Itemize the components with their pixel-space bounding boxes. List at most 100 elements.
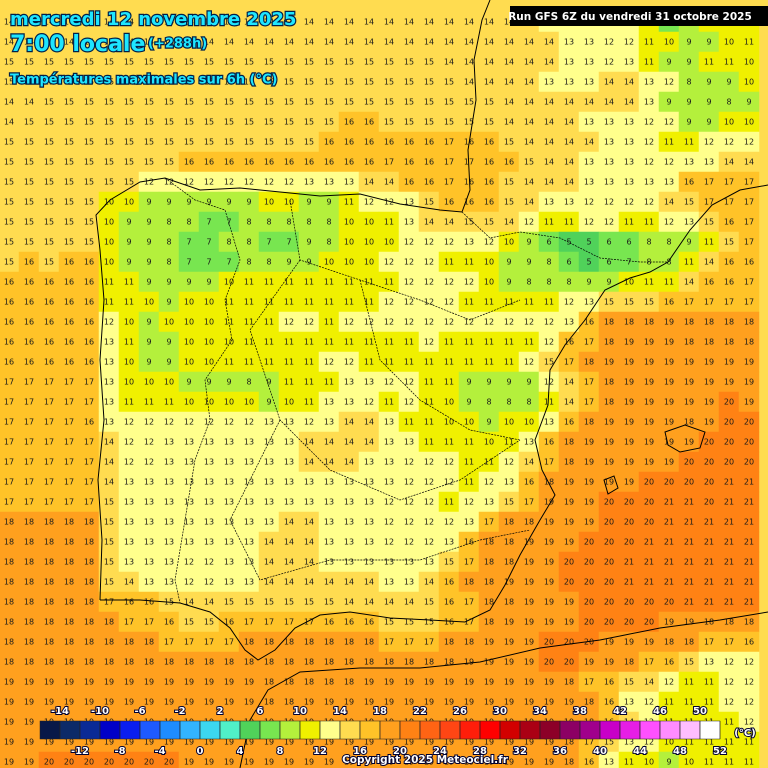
temperature-value: 16 [664,298,674,307]
temperature-value: 8 [166,218,171,227]
temperature-value: 14 [544,178,554,187]
temperature-value: 10 [204,358,214,367]
temperature-value: 10 [164,378,174,387]
temperature-value: 14 [544,118,554,127]
temperature-value: 11 [284,338,294,347]
temperature-value: 17 [44,498,54,507]
temperature-value: 11 [544,298,554,307]
temperature-value: 11 [504,358,514,367]
temperature-value: 19 [624,438,634,447]
temperature-value: 12 [404,398,414,407]
temperature-value: 14 [564,98,574,107]
temperature-value: 13 [264,518,274,527]
temperature-value: 8 [486,398,491,407]
temperature-value: 14 [544,138,554,147]
temperature-value: 12 [404,238,414,247]
temperature-value: 13 [144,478,154,487]
temperature-value: 16 [384,138,394,147]
temperature-value: 15 [24,238,34,247]
temperature-value: 16 [44,338,54,347]
temperature-value: 12 [484,318,494,327]
temperature-value: 15 [344,78,354,87]
temperature-value: 9 [686,38,691,47]
colorbar-swatch [579,720,601,740]
temperature-value: 19 [584,458,594,467]
temperature-value: 9 [686,118,691,127]
temperature-value: 12 [424,458,434,467]
temperature-value: 11 [684,258,694,267]
temperature-value: 19 [164,698,174,707]
temperature-value: 15 [484,118,494,127]
colorbar-swatch [79,720,101,740]
temperature-value: 16 [4,338,14,347]
temperature-value: 18 [404,658,414,667]
temperature-value: 7 [226,258,231,267]
temperature-value: 16 [144,598,154,607]
temperature-value: 11 [444,378,454,387]
colorbar-label: 22 [413,706,427,717]
temperature-value: 11 [344,198,354,207]
temperature-value: 13 [564,198,574,207]
temperature-value: 15 [84,158,94,167]
temperature-value: 16 [84,418,94,427]
temperature-value: 16 [184,158,194,167]
temperature-value: 13 [344,478,354,487]
temperature-value: 8 [686,78,691,87]
temperature-value: 14 [264,558,274,567]
temperature-value: 15 [104,498,114,507]
temperature-value: 16 [224,618,234,627]
temperature-value: 13 [504,478,514,487]
temperature-value: 11 [244,358,254,367]
temperature-value: 16 [4,278,14,287]
temperature-value: 13 [644,178,654,187]
temperature-value: 10 [744,58,754,67]
temperature-value: 14 [384,38,394,47]
temperature-value: 15 [24,218,34,227]
temperature-value: 19 [464,658,474,667]
temperature-value: 15 [364,58,374,67]
temperature-value: 5 [586,258,591,267]
temperature-value: 14 [284,538,294,547]
temperature-value: 12 [664,158,674,167]
temperature-value: 16 [124,598,134,607]
temperature-value: 18 [164,658,174,667]
temperature-value: 16 [744,258,754,267]
temperature-value: 19 [524,598,534,607]
temperature-value: 15 [124,118,134,127]
temperature-value: 15 [384,118,394,127]
temperature-value: 18 [44,578,54,587]
temperature-value: 9 [486,378,491,387]
temperature-value: 12 [584,198,594,207]
temperature-value: 19 [24,738,34,747]
temperature-value: 11 [144,398,154,407]
temperature-value: 21 [664,578,674,587]
temperature-value: 17 [264,618,274,627]
temperature-value: 15 [264,118,274,127]
temperature-value: 19 [744,358,754,367]
temperature-value: 16 [724,258,734,267]
temperature-value: 15 [44,138,54,147]
temperature-value: 14 [704,258,714,267]
temperature-value: 18 [4,538,14,547]
temperature-value: 13 [364,538,374,547]
temperature-value: 15 [464,98,474,107]
temperature-value: 7 [286,238,291,247]
temperature-value: 13 [404,558,414,567]
temperature-value: 10 [484,258,494,267]
temperature-value: 14 [544,38,554,47]
temperature-value: 16 [64,298,74,307]
temperature-value: 13 [324,518,334,527]
temperature-value: 13 [344,538,354,547]
temperature-value: 16 [424,138,434,147]
temperature-value: 14 [304,538,314,547]
temperature-value: 20 [744,418,754,427]
temperature-value: 15 [144,138,154,147]
temperature-value: 9 [126,238,131,247]
temperature-value: 21 [704,598,714,607]
temperature-value: 11 [404,358,414,367]
temperature-value: 11 [344,278,354,287]
colorbar-swatch [539,720,561,740]
temperature-value: 14 [304,18,314,27]
temperature-value: 17 [484,518,494,527]
temperature-value: 16 [44,318,54,327]
